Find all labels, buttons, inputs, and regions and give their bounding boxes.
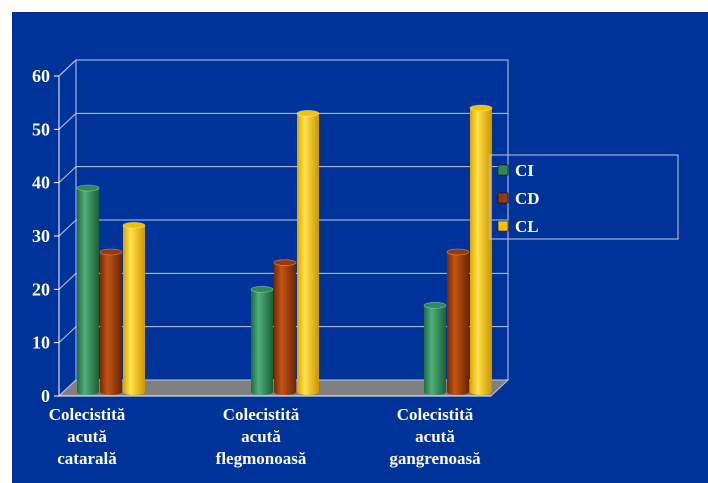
gridline-side [58, 59, 77, 77]
y-tick-label: 40 [32, 173, 50, 193]
bar-base [297, 389, 319, 395]
bar-top [122, 221, 146, 229]
y-tick-label: 50 [32, 119, 50, 139]
bar-body [77, 188, 99, 392]
bar-base [424, 389, 446, 395]
bar-top [99, 248, 123, 256]
y-axis-ticks: 0 10 20 30 40 50 60 [32, 66, 491, 406]
legend-label: CL [515, 217, 539, 236]
bar-base [123, 389, 145, 395]
bar-cd [99, 248, 123, 395]
bar-series [76, 104, 493, 395]
bar-cl [122, 221, 146, 395]
gridline-side [58, 272, 77, 290]
bar-top [469, 104, 493, 112]
y-tick-label: 20 [32, 279, 50, 299]
bar-top [296, 109, 320, 117]
bar-body [297, 113, 319, 392]
gridline-side [58, 112, 77, 130]
x-axis-labels: Colecistită acută catarală Colecistită acută… [49, 405, 481, 468]
gridline-side [58, 219, 77, 237]
bar-top [423, 301, 447, 309]
bar-base [470, 389, 492, 395]
bar-body [424, 305, 446, 392]
bar-top [250, 285, 274, 293]
bar-base [251, 389, 273, 395]
legend-label: CI [515, 161, 534, 180]
bar-base [100, 389, 122, 395]
bar-body [447, 252, 469, 392]
y-tick-label: 60 [32, 66, 50, 86]
y-tick-label: 10 [32, 333, 50, 353]
legend-swatch [497, 220, 509, 232]
x-category-label: Colecistită acută gangrenoasă [389, 405, 481, 468]
bar-ci [423, 301, 447, 395]
legend-swatch [497, 192, 509, 204]
chart-area: 0 10 20 30 40 50 60 Colecistită acută catarală Co… [12, 12, 708, 483]
gridline-side [58, 166, 77, 184]
legend: CI CD CL [489, 154, 679, 240]
bar-body [274, 262, 296, 392]
bar-cd [273, 259, 297, 395]
bar-top [76, 184, 100, 192]
bar-body [251, 289, 273, 392]
legend-swatch [497, 164, 509, 176]
bar-base [77, 389, 99, 395]
bar-ci [76, 184, 100, 395]
bar-base [447, 389, 469, 395]
x-category-label: Colecistită acută catarală [49, 405, 126, 468]
bar-body [123, 225, 145, 392]
bar-body [100, 252, 122, 392]
bar-cd [446, 248, 470, 395]
y-tick-label: 0 [41, 386, 50, 406]
bar-base [274, 389, 296, 395]
bar-top [446, 248, 470, 256]
bar-cl [296, 109, 320, 395]
bar-top [273, 259, 297, 267]
gridline-side [58, 326, 77, 344]
legend-label: CD [515, 189, 540, 208]
bar-ci [250, 285, 274, 395]
x-category-label: Colecistită acută flegmonoasă [216, 405, 307, 468]
bar-cl [469, 104, 493, 395]
legend-box [489, 154, 679, 240]
y-tick-label: 30 [32, 226, 50, 246]
bar-body [470, 108, 492, 392]
